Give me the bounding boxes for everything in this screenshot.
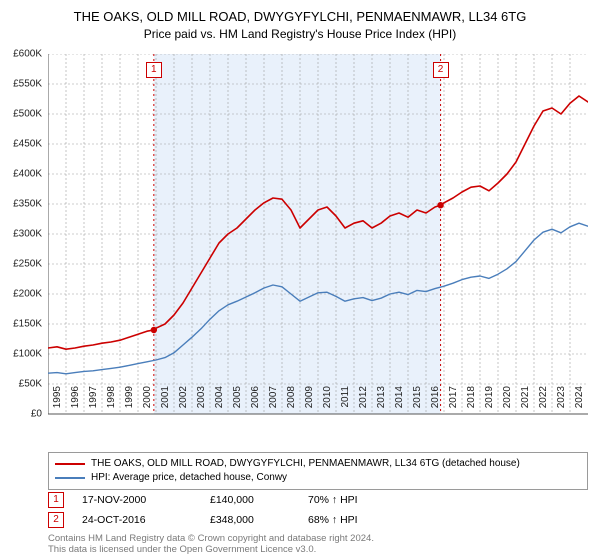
y-axis-tick-label: £0 xyxy=(0,409,42,420)
x-axis-tick-label: 2014 xyxy=(394,386,405,416)
x-axis-tick-label: 2002 xyxy=(178,386,189,416)
x-axis-tick-label: 2011 xyxy=(340,386,351,416)
x-axis-tick-label: 1998 xyxy=(106,386,117,416)
x-axis-tick-label: 2013 xyxy=(376,386,387,416)
x-axis-tick-label: 2000 xyxy=(142,386,153,416)
footnote: Contains HM Land Registry data © Crown c… xyxy=(48,534,588,556)
x-axis-tick-label: 2023 xyxy=(556,386,567,416)
x-axis-tick-label: 2010 xyxy=(322,386,333,416)
legend-item-hpi: HPI: Average price, detached house, Conw… xyxy=(55,471,581,485)
legend-label-hpi: HPI: Average price, detached house, Conw… xyxy=(91,471,287,485)
sale-row-1: 1 17-NOV-2000 £140,000 70% ↑ HPI xyxy=(48,490,588,510)
legend: THE OAKS, OLD MILL ROAD, DWYGYFYLCHI, PE… xyxy=(48,452,588,490)
sale-marker-flag: 2 xyxy=(433,62,449,78)
y-axis-tick-label: £150K xyxy=(0,319,42,330)
x-axis-tick-label: 2021 xyxy=(520,386,531,416)
sale-delta-2: 68% ↑ HPI xyxy=(308,514,398,526)
legend-label-property: THE OAKS, OLD MILL ROAD, DWYGYFYLCHI, PE… xyxy=(91,457,520,471)
x-axis-tick-label: 2024 xyxy=(574,386,585,416)
x-axis-tick-label: 2008 xyxy=(286,386,297,416)
sale-row-2: 2 24-OCT-2016 £348,000 68% ↑ HPI xyxy=(48,510,588,530)
sale-delta-1: 70% ↑ HPI xyxy=(308,494,398,506)
legend-swatch-hpi xyxy=(55,477,85,479)
x-axis-tick-label: 2020 xyxy=(502,386,513,416)
title-block: THE OAKS, OLD MILL ROAD, DWYGYFYLCHI, PE… xyxy=(0,0,600,42)
x-axis-tick-label: 2017 xyxy=(448,386,459,416)
y-axis-tick-label: £600K xyxy=(0,49,42,60)
sale-date-1: 17-NOV-2000 xyxy=(82,494,192,506)
sale-price-1: £140,000 xyxy=(210,494,290,506)
y-axis-tick-label: £50K xyxy=(0,379,42,390)
legend-swatch-property xyxy=(55,463,85,465)
x-axis-tick-label: 2022 xyxy=(538,386,549,416)
x-axis-tick-label: 1997 xyxy=(88,386,99,416)
x-axis-tick-label: 2012 xyxy=(358,386,369,416)
y-axis-tick-label: £250K xyxy=(0,259,42,270)
footnote-line2: This data is licensed under the Open Gov… xyxy=(48,545,588,556)
y-axis-tick-label: £100K xyxy=(0,349,42,360)
chart-container: THE OAKS, OLD MILL ROAD, DWYGYFYLCHI, PE… xyxy=(0,0,600,560)
sale-marker-1: 1 xyxy=(48,492,64,508)
x-axis-tick-label: 2019 xyxy=(484,386,495,416)
x-axis-tick-label: 2016 xyxy=(430,386,441,416)
y-axis-tick-label: £300K xyxy=(0,229,42,240)
y-axis-tick-label: £550K xyxy=(0,79,42,90)
y-axis-tick-label: £450K xyxy=(0,139,42,150)
y-axis-tick-label: £200K xyxy=(0,289,42,300)
sale-marker-flag: 1 xyxy=(146,62,162,78)
x-axis-tick-label: 2006 xyxy=(250,386,261,416)
y-axis-tick-label: £350K xyxy=(0,199,42,210)
x-axis-tick-label: 2015 xyxy=(412,386,423,416)
sale-marker-2: 2 xyxy=(48,512,64,528)
x-axis-tick-label: 1995 xyxy=(52,386,63,416)
x-axis-tick-label: 2001 xyxy=(160,386,171,416)
x-axis-tick-label: 2018 xyxy=(466,386,477,416)
sale-date-2: 24-OCT-2016 xyxy=(82,514,192,526)
y-axis-tick-label: £400K xyxy=(0,169,42,180)
sales-table: 1 17-NOV-2000 £140,000 70% ↑ HPI 2 24-OC… xyxy=(48,490,588,530)
legend-item-property: THE OAKS, OLD MILL ROAD, DWYGYFYLCHI, PE… xyxy=(55,457,581,471)
plot-region: £0£50K£100K£150K£200K£250K£300K£350K£400… xyxy=(48,54,588,414)
title-line2: Price paid vs. HM Land Registry's House … xyxy=(0,26,600,42)
x-axis-tick-label: 2003 xyxy=(196,386,207,416)
y-axis-tick-label: £500K xyxy=(0,109,42,120)
x-axis-tick-label: 2004 xyxy=(214,386,225,416)
sale-price-2: £348,000 xyxy=(210,514,290,526)
x-axis-tick-label: 2007 xyxy=(268,386,279,416)
x-axis-tick-label: 2005 xyxy=(232,386,243,416)
title-line1: THE OAKS, OLD MILL ROAD, DWYGYFYLCHI, PE… xyxy=(0,8,600,26)
x-axis-tick-label: 2009 xyxy=(304,386,315,416)
x-axis-tick-label: 1996 xyxy=(70,386,81,416)
x-axis-tick-label: 1999 xyxy=(124,386,135,416)
